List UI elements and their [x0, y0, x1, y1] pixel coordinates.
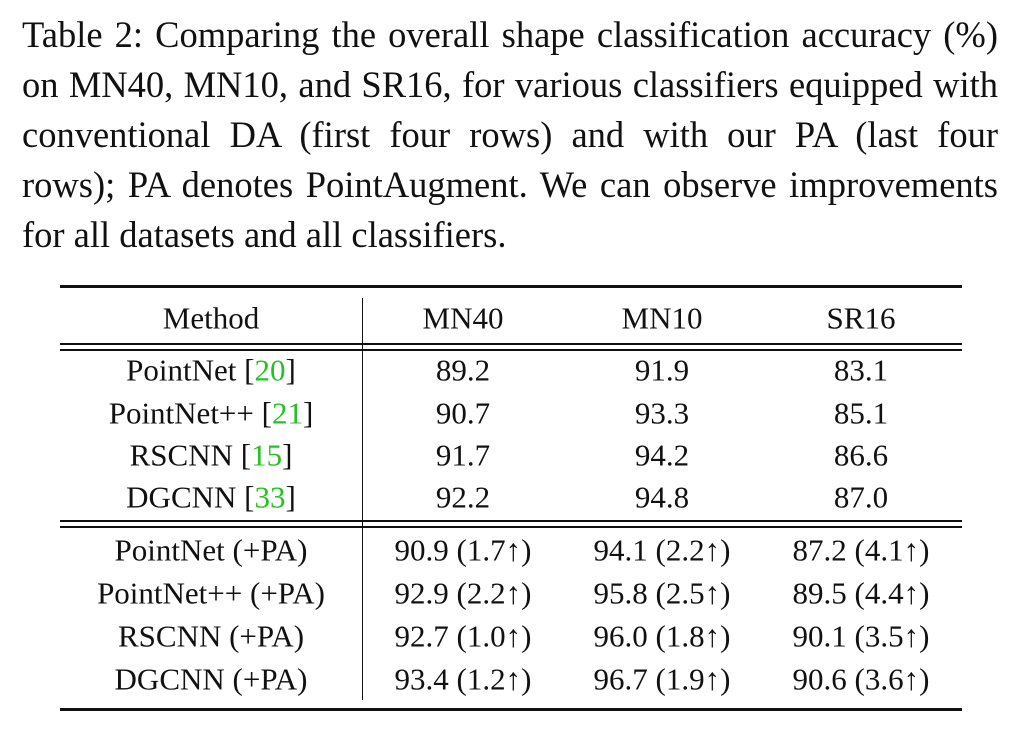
- value-cell: 96.0 (1.8↑): [593, 618, 731, 654]
- value-cell: 94.8: [634, 479, 690, 515]
- value-cell: 83.1: [833, 352, 889, 388]
- value-cell: 94.1 (2.2↑): [593, 532, 731, 568]
- value-cell: 86.6: [833, 437, 889, 473]
- value-cell: 89.5 (4.4↑): [792, 575, 930, 611]
- value-cell: 92.2: [435, 479, 491, 515]
- top-rule: [60, 285, 962, 288]
- value-cell: 93.3: [634, 395, 690, 431]
- value-cell: 92.9 (2.2↑): [394, 575, 532, 611]
- mid-rule: [60, 520, 962, 522]
- method-cell: PointNet (+PA): [114, 532, 308, 568]
- mid-rule: [60, 526, 962, 528]
- header-cell: MN40: [422, 300, 504, 336]
- value-cell: 90.9 (1.7↑): [394, 532, 532, 568]
- value-cell: 94.2: [634, 437, 690, 473]
- value-cell: 92.7 (1.0↑): [394, 618, 532, 654]
- value-cell: 87.0: [833, 479, 889, 515]
- method-cell: DGCNN (+PA): [114, 661, 308, 697]
- method-cell: RSCNN [15]: [129, 437, 293, 473]
- method-cell: PointNet++ (+PA): [97, 575, 325, 611]
- value-cell: 87.2 (4.1↑): [792, 532, 930, 568]
- value-cell: 89.2: [435, 352, 491, 388]
- method-cell: PointNet++ [21]: [108, 395, 314, 431]
- header-cell: SR16: [826, 300, 896, 336]
- mid-rule: [60, 349, 962, 351]
- value-cell: 95.8 (2.5↑): [593, 575, 731, 611]
- method-cell: RSCNN (+PA): [117, 618, 305, 654]
- caption: Table 2: Comparing the overall shape cla…: [22, 14, 998, 255]
- header-cell: MN10: [621, 300, 703, 336]
- mid-rule: [60, 343, 962, 345]
- method-cell: DGCNN [33]: [126, 479, 296, 515]
- bottom-rule: [60, 708, 962, 711]
- column-rule: [362, 298, 364, 700]
- value-cell: 90.1 (3.5↑): [792, 618, 930, 654]
- method-cell: PointNet [20]: [126, 352, 296, 388]
- value-cell: 91.7: [435, 437, 491, 473]
- value-cell: 96.7 (1.9↑): [593, 661, 731, 697]
- value-cell: 93.4 (1.2↑): [394, 661, 532, 697]
- header-cell: Method: [162, 300, 260, 336]
- value-cell: 85.1: [833, 395, 889, 431]
- value-cell: 90.7: [435, 395, 491, 431]
- value-cell: 91.9: [634, 352, 690, 388]
- value-cell: 90.6 (3.6↑): [792, 661, 930, 697]
